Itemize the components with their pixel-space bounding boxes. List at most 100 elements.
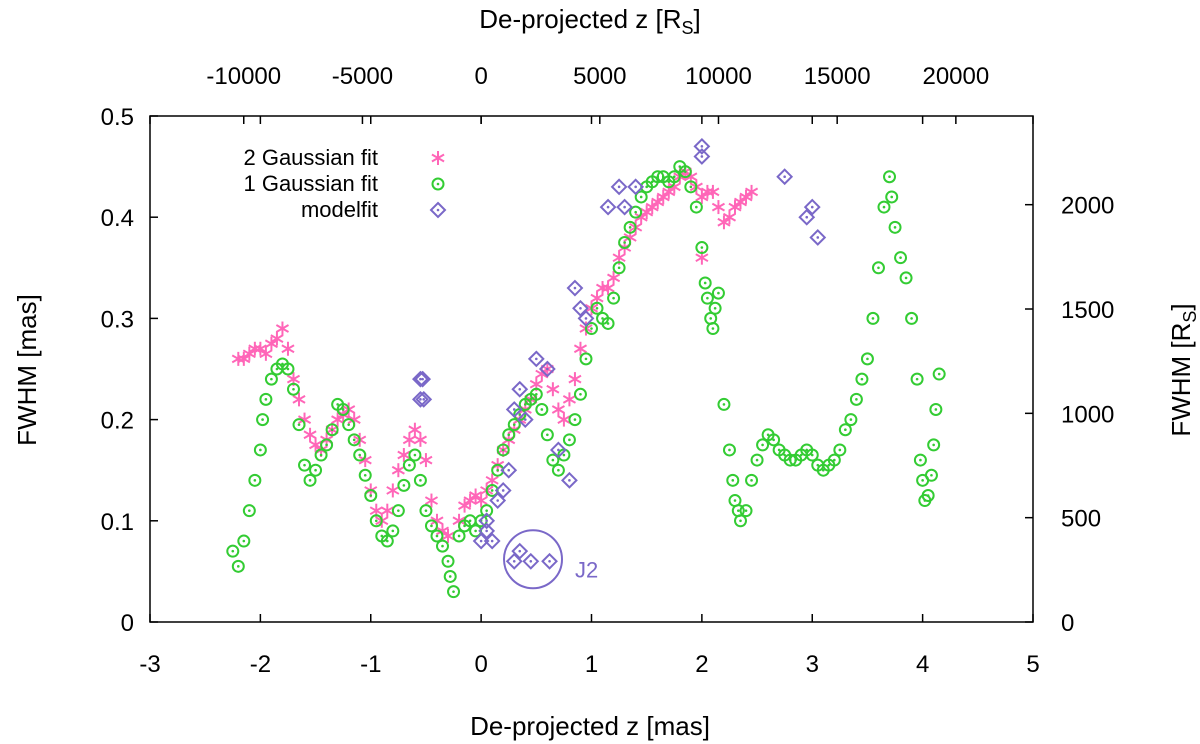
- x-tick-label: 0: [474, 651, 487, 678]
- y-right-tick-label: 1500: [1061, 297, 1114, 324]
- point-2gaussian: [248, 341, 262, 356]
- point-modelfit: [500, 461, 518, 479]
- point-1gaussian: [231, 559, 245, 573]
- point-1gaussian: [689, 200, 703, 214]
- point-1gaussian: [259, 392, 273, 406]
- point-1gaussian: [551, 463, 565, 477]
- point-2gaussian: [695, 189, 709, 204]
- point-modelfit: [505, 552, 523, 570]
- point-modelfit: [809, 229, 827, 246]
- point-1gaussian: [855, 372, 869, 386]
- point-1gaussian: [767, 433, 781, 447]
- point-2gaussian: [331, 412, 345, 427]
- point-1gaussian: [590, 301, 604, 315]
- point-2gaussian: [419, 453, 433, 468]
- point-modelfit: [511, 542, 529, 560]
- point-modelfit: [798, 208, 816, 226]
- point-modelfit: [412, 370, 429, 388]
- point-1gaussian: [877, 200, 891, 214]
- point-1gaussian: [447, 585, 461, 599]
- point-2gaussian: [706, 184, 720, 199]
- point-modelfit: [522, 552, 540, 570]
- point-1gaussian: [535, 402, 549, 416]
- point-1gaussian: [700, 291, 714, 305]
- x-tick-label: 2: [695, 651, 708, 678]
- point-2gaussian: [386, 483, 400, 498]
- point-modelfit: [494, 482, 512, 499]
- point-1gaussian: [899, 271, 913, 285]
- point-modelfit: [489, 492, 507, 509]
- point-1gaussian: [496, 443, 510, 457]
- point-2gaussian: [309, 437, 323, 452]
- point-2gaussian: [546, 382, 560, 397]
- y-right-tick-label: 2000: [1061, 193, 1114, 220]
- y-tick-label: 0.2: [101, 408, 134, 435]
- y-axis-label: FWHM [mas]: [12, 294, 42, 446]
- point-modelfit: [577, 309, 595, 327]
- y-axis-right-label: FWHM [RS]: [1166, 303, 1200, 436]
- point-1gaussian: [242, 504, 256, 518]
- point-1gaussian: [452, 529, 466, 543]
- point-1gaussian: [708, 301, 722, 315]
- point-1gaussian: [443, 569, 457, 583]
- legend: 2 Gaussian fit 1 Gaussian fit modelfit: [243, 145, 447, 222]
- point-1gaussian: [756, 438, 770, 452]
- x-top-tick-label: 5000: [573, 63, 626, 90]
- point-1gaussian: [485, 483, 499, 497]
- point-1gaussian: [256, 413, 270, 427]
- y-axis-right-label-sub: S: [1180, 311, 1200, 323]
- point-modelfit: [538, 360, 556, 378]
- point-2gaussian: [264, 336, 278, 351]
- point-1gaussian: [314, 448, 328, 462]
- point-1gaussian: [844, 413, 858, 427]
- point-modelfit: [693, 148, 711, 165]
- point-1gaussian: [529, 387, 543, 401]
- point-2gaussian: [744, 184, 759, 199]
- point-1gaussian: [745, 473, 759, 487]
- point-1gaussian: [629, 205, 643, 219]
- point-2gaussian: [551, 402, 565, 417]
- point-1gaussian: [913, 453, 927, 467]
- point-1gaussian: [380, 534, 394, 548]
- point-1gaussian: [698, 276, 712, 290]
- point-modelfit: [412, 390, 429, 408]
- point-1gaussian: [711, 286, 725, 300]
- point-2gaussian: [573, 341, 588, 356]
- point-1gaussian: [309, 463, 323, 477]
- point-2gaussian: [259, 346, 273, 361]
- point-2gaussian: [270, 331, 284, 346]
- point-1gaussian: [358, 468, 372, 482]
- point-2gaussian: [733, 195, 748, 210]
- y-right-tick-label: 1000: [1061, 401, 1114, 428]
- point-modelfit: [776, 168, 794, 186]
- point-2gaussian: [292, 392, 306, 407]
- point-modelfit: [505, 401, 523, 418]
- point-2gaussian: [391, 463, 405, 478]
- point-1gaussian: [253, 443, 267, 457]
- point-1gaussian: [932, 367, 946, 381]
- x-axis-top-label-main: De-projected z [R: [479, 4, 681, 34]
- point-1gaussian: [924, 468, 938, 482]
- point-1gaussian: [883, 170, 897, 184]
- y-tick-label: 0.3: [101, 306, 134, 333]
- point-1gaussian: [684, 180, 698, 194]
- point-2gaussian: [728, 200, 742, 215]
- legend-label-1gaussian: 1 Gaussian fit: [243, 171, 378, 196]
- point-modelfit: [414, 370, 432, 388]
- point-1gaussian: [866, 311, 880, 325]
- point-2gaussian: [656, 189, 670, 204]
- point-1gaussian: [717, 397, 731, 411]
- point-1gaussian: [507, 418, 521, 432]
- x-tick-label: 1: [585, 651, 598, 678]
- j2-annotation-circle: [503, 529, 564, 590]
- point-1gaussian: [734, 514, 748, 528]
- point-2gaussian: [595, 281, 610, 296]
- point-1gaussian: [805, 448, 819, 462]
- point-1gaussian: [579, 352, 593, 366]
- y-right-tick-label: 500: [1061, 506, 1101, 533]
- point-1gaussian: [885, 190, 899, 204]
- point-1gaussian: [347, 433, 361, 447]
- legend-marker-asterisk: [431, 151, 445, 165]
- point-1gaussian: [408, 448, 422, 462]
